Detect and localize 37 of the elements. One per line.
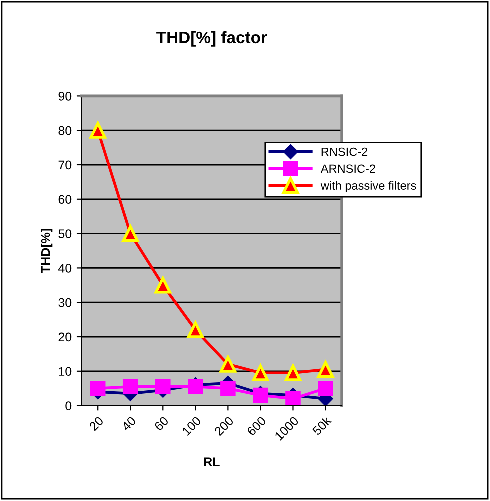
point xyxy=(220,380,236,396)
y-tick-label: 10 xyxy=(59,367,72,376)
x-axis-title: RL xyxy=(204,458,220,466)
point xyxy=(156,379,171,395)
point xyxy=(187,322,204,338)
legend-label: RNSIC-2 xyxy=(322,148,368,156)
y-tick-label: 90 xyxy=(58,92,72,101)
y-tick-label: 30 xyxy=(58,298,72,308)
point xyxy=(317,361,334,378)
legend-label: with passive filters xyxy=(320,181,416,192)
x-tick-label: 40 xyxy=(121,416,137,432)
y-axis-title: THD[%] xyxy=(41,229,53,274)
legend-label: ARNSIC-2 xyxy=(320,164,376,174)
y-tick-label: 80 xyxy=(58,126,72,136)
point xyxy=(220,356,237,373)
x-tick-label: 20 xyxy=(88,416,104,432)
point xyxy=(90,380,106,396)
y-tick-label: 0 xyxy=(66,402,72,410)
y-tick-label: 60 xyxy=(58,195,72,204)
y-tick-label: 20 xyxy=(58,332,72,342)
chart-title: THD[%] factor xyxy=(156,31,268,47)
y-tick-label: 40 xyxy=(58,264,72,273)
point xyxy=(318,380,334,396)
y-tick-label: 70 xyxy=(58,160,72,170)
point xyxy=(122,379,138,395)
y-tick-label: 50 xyxy=(58,230,72,238)
x-tick-label: 100 xyxy=(182,416,202,436)
point xyxy=(154,277,172,294)
point xyxy=(286,391,301,406)
x-tick-label: 600 xyxy=(246,416,267,436)
x-tick-label: 50k xyxy=(312,416,332,436)
x-tick-label: 200 xyxy=(214,416,234,436)
point xyxy=(122,225,139,242)
point xyxy=(90,122,106,139)
point xyxy=(252,364,270,382)
x-tick-label: 60 xyxy=(154,416,170,432)
point xyxy=(284,364,302,382)
